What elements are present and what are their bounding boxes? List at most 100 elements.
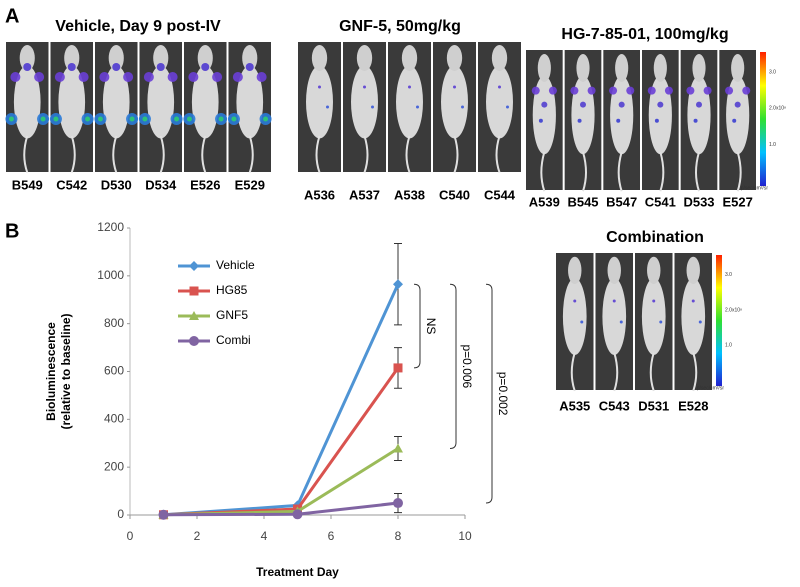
mouse-head xyxy=(615,54,629,82)
x-tick-label: 10 xyxy=(458,529,472,543)
signal-spot xyxy=(40,116,46,122)
mouse-tail xyxy=(363,135,369,173)
legend-label: GNF5 xyxy=(216,308,248,322)
mouse-tail xyxy=(613,352,619,392)
signal-spot xyxy=(693,118,698,123)
bracket xyxy=(485,283,493,504)
signal-spot xyxy=(263,116,269,122)
signal-spot xyxy=(129,116,135,122)
signal-spot xyxy=(577,118,582,123)
signal-spot xyxy=(99,72,110,82)
colorbar-tick: 2.0 xyxy=(769,106,776,112)
signal-spot xyxy=(231,116,237,122)
x-tick-label: 8 xyxy=(395,529,402,543)
mouse-id: B545 xyxy=(567,194,598,209)
signal-spot xyxy=(742,86,751,95)
signal-spot xyxy=(626,86,635,95)
mouse-head xyxy=(401,45,418,71)
signal-spot xyxy=(619,320,623,324)
mouse-tail xyxy=(405,135,411,173)
signal-spot xyxy=(654,118,659,123)
y-axis-label: (relative to baseline) xyxy=(59,313,73,429)
series-line xyxy=(163,447,399,517)
signal-spot xyxy=(186,116,192,122)
mouse-body xyxy=(306,65,333,139)
signal-spot xyxy=(143,72,154,82)
signal-spot xyxy=(363,85,366,89)
mouse-body xyxy=(351,65,378,139)
mouse-head xyxy=(647,256,661,285)
signal-spot xyxy=(67,63,76,71)
marker xyxy=(393,363,403,373)
bracket xyxy=(449,283,457,450)
signal-spot xyxy=(461,105,464,109)
mouse-tail xyxy=(692,352,698,392)
signal-spot xyxy=(156,63,165,71)
mouse-id: E527 xyxy=(722,194,752,209)
mouse-head xyxy=(197,45,213,71)
mouse-head xyxy=(607,256,621,285)
mouse-head xyxy=(242,45,258,71)
mouse-tail xyxy=(315,135,321,173)
colorbar-unit: p/sec/cm²/sr xyxy=(741,185,769,191)
mouse-tail xyxy=(248,135,254,173)
panel-label: B xyxy=(5,220,19,242)
marker xyxy=(393,498,403,509)
mouse-body xyxy=(236,65,264,139)
signal-spot xyxy=(696,101,702,108)
mouse-head xyxy=(446,45,463,71)
mouse-id: B547 xyxy=(606,194,637,209)
signal-spot xyxy=(256,72,267,82)
mouse-head xyxy=(568,256,582,285)
mouse-body xyxy=(648,75,672,155)
mouse-body xyxy=(571,75,595,155)
marker xyxy=(189,336,199,346)
colorbar-scale: x10⁸ xyxy=(776,106,786,112)
mouse-head xyxy=(64,45,80,71)
mouse-body xyxy=(58,65,86,139)
mouse-body xyxy=(726,75,750,155)
signal-spot xyxy=(659,320,663,324)
series-line xyxy=(163,283,400,517)
signal-spot xyxy=(703,86,712,95)
mouse-head xyxy=(311,45,328,71)
mouse-id: D533 xyxy=(683,194,714,209)
signal-spot xyxy=(8,116,14,122)
mouse-body xyxy=(147,65,175,139)
signal-spot xyxy=(326,105,329,109)
signal-spot xyxy=(573,299,577,303)
group-title: Combination xyxy=(606,229,704,246)
colorbar-tick: 3.0 xyxy=(769,69,776,75)
colorbar-tick: 3.0 xyxy=(725,272,732,278)
signal-spot xyxy=(538,118,543,123)
mouse-tail xyxy=(112,135,118,173)
mouse-id: C543 xyxy=(599,398,630,413)
mouse-body xyxy=(687,75,711,155)
signal-spot xyxy=(78,72,89,82)
x-axis-label: Treatment Day xyxy=(256,565,339,579)
mouse-head xyxy=(108,45,124,71)
mouse-head xyxy=(731,54,745,82)
mouse-id: D530 xyxy=(101,177,132,192)
y-axis-label: Bioluminescence xyxy=(44,322,58,421)
mouse-head xyxy=(356,45,373,71)
mouse-body xyxy=(441,65,468,139)
mouse-id: A536 xyxy=(304,187,335,202)
significance-label: NS xyxy=(424,318,438,335)
signal-spot xyxy=(612,299,616,303)
mouse-body xyxy=(486,65,513,139)
mouse-tail xyxy=(617,151,623,192)
mouse-id: C541 xyxy=(645,194,676,209)
signal-spot xyxy=(245,63,254,71)
mouse-tail xyxy=(540,151,546,192)
mouse-body xyxy=(602,278,627,355)
signal-spot xyxy=(201,63,210,71)
mouse-id: E526 xyxy=(190,177,220,192)
signal-spot xyxy=(725,86,734,95)
mouse-id: C540 xyxy=(439,187,470,202)
marker xyxy=(292,509,303,520)
mouse-tail xyxy=(649,352,655,392)
mouse-body xyxy=(532,75,556,155)
marker xyxy=(189,261,199,271)
signal-spot xyxy=(664,86,673,95)
